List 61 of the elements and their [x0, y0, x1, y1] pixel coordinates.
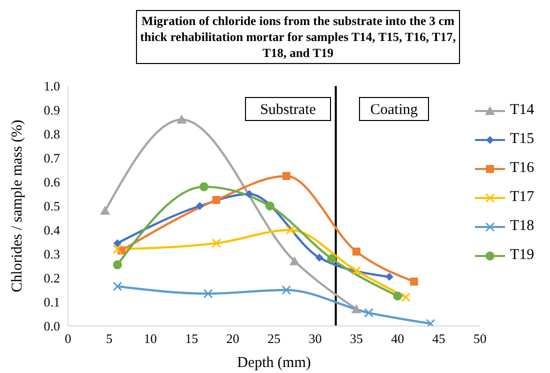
y-tick-label: 0.4 — [44, 222, 60, 238]
y-tick-label: 1.0 — [44, 78, 60, 94]
point — [410, 278, 418, 286]
y-tick-label: 0.0 — [44, 318, 60, 334]
x-tick-label: 40 — [391, 331, 404, 346]
point — [315, 254, 324, 262]
y-tick-label: 0.8 — [44, 126, 60, 142]
point — [112, 260, 122, 270]
point — [290, 256, 300, 266]
point — [212, 238, 222, 248]
legend-label: T17 — [510, 189, 534, 206]
legend-label: T16 — [510, 160, 534, 177]
x-tick-label: 5 — [106, 331, 112, 346]
point — [327, 254, 336, 264]
y-tick-label: 0.7 — [44, 150, 60, 166]
x-tick-label: 15 — [185, 331, 198, 346]
point — [352, 266, 362, 276]
annotation: Coating — [359, 97, 429, 121]
x-tick-label: 0 — [64, 331, 72, 346]
annotation: Substrate — [245, 97, 331, 121]
y-tick-label: 0.6 — [44, 174, 60, 190]
point — [196, 202, 204, 210]
x-tick-label: 25 — [268, 331, 280, 346]
legend-label: T19 — [510, 247, 534, 264]
point — [199, 182, 208, 192]
point — [286, 225, 296, 235]
point — [113, 239, 122, 248]
point — [112, 282, 122, 292]
chart-title: Migration of chloride ions from the substrate into the 3 cm thick rehabilitation mortar for samples T14, T15, T16, T17, T18, and T19 — [136, 10, 460, 64]
y-axis-title: Chlorides / sample mass (%) — [9, 120, 26, 292]
point — [112, 244, 122, 254]
point — [393, 292, 402, 300]
point — [351, 304, 362, 314]
legend-label: T18 — [510, 218, 534, 235]
point — [364, 308, 374, 318]
x-tick-label: 50 — [474, 331, 486, 346]
point — [265, 202, 274, 210]
y-tick-label: 0.9 — [44, 102, 60, 118]
x-axis-title: Depth (mm) — [237, 355, 311, 371]
point — [203, 288, 213, 298]
x-tick-label: 20 — [226, 331, 240, 346]
point — [282, 172, 290, 180]
x-tick-label: 10 — [144, 331, 157, 346]
y-tick-label: 0.2 — [44, 270, 60, 286]
y-tick-label: 0.3 — [44, 246, 60, 262]
point — [352, 248, 360, 256]
point — [100, 206, 110, 215]
x-tick-label: 35 — [350, 331, 363, 346]
point — [401, 292, 411, 302]
point — [282, 285, 292, 295]
x-tick-label: 45 — [432, 331, 446, 346]
y-tick-label: 0.1 — [44, 294, 60, 310]
point — [426, 318, 436, 326]
legend-label: T15 — [510, 131, 534, 148]
point — [245, 190, 254, 198]
point — [385, 272, 394, 281]
x-tick-label: 30 — [308, 331, 322, 346]
legend-label: T14 — [510, 102, 534, 119]
point — [176, 114, 187, 124]
point — [212, 196, 220, 204]
y-tick-label: 0.5 — [44, 198, 60, 214]
